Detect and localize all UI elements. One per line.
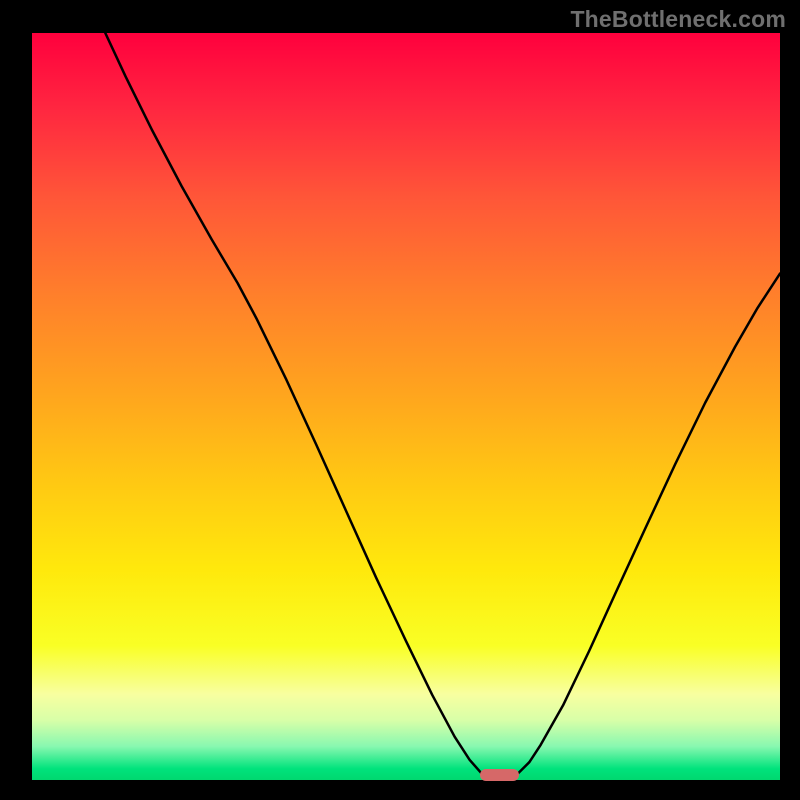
plot-svg	[32, 33, 780, 780]
optimal-marker	[480, 769, 519, 781]
plot-area	[32, 33, 780, 780]
chart-frame: TheBottleneck.com	[0, 0, 800, 800]
gradient-background	[32, 33, 780, 780]
watermark-text: TheBottleneck.com	[570, 6, 786, 33]
